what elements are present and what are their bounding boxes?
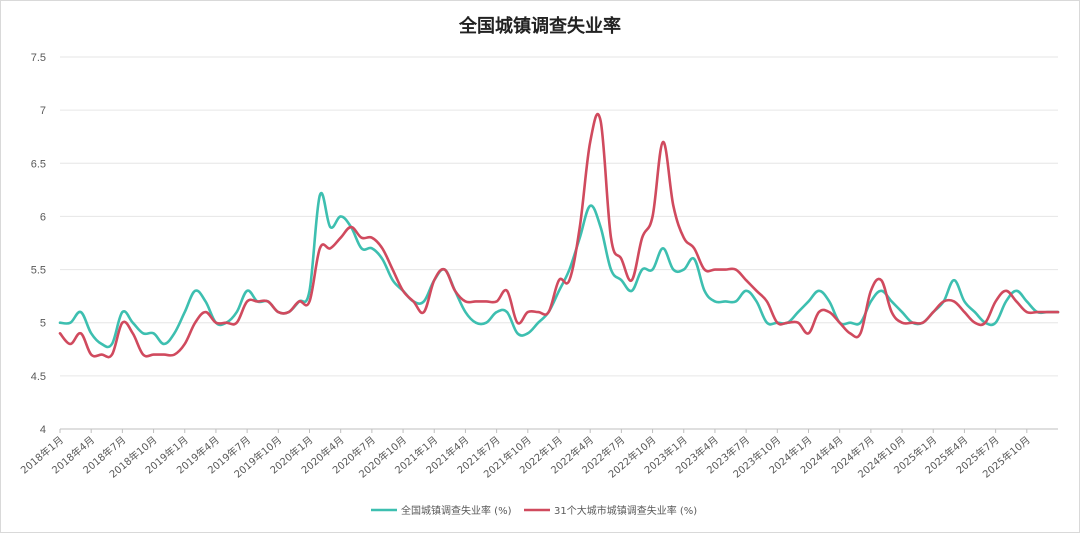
y-tick-label: 6 [40, 211, 46, 223]
legend-label-series-2: 31个大城市城镇调查失业率 (%) [554, 504, 697, 517]
y-tick-label: 4.5 [31, 371, 46, 383]
legend-label-series-1: 全国城镇调查失业率 (%) [401, 504, 512, 517]
y-tick-label: 6.5 [31, 158, 46, 170]
y-tick-label: 4 [40, 424, 46, 436]
legend: 全国城镇调查失业率 (%) 31个大城市城镇调查失业率 (%) [371, 504, 697, 517]
x-axis-ticks: 2018年1月2018年4月2018年7月2018年10月2019年1月2019… [18, 429, 1033, 481]
y-tick-label: 7 [40, 105, 46, 117]
y-tick-label: 5.5 [31, 265, 46, 277]
chart-title: 全国城镇调查失业率 [458, 15, 621, 37]
gridlines [60, 56, 1058, 430]
y-tick-label: 7.5 [31, 52, 46, 64]
series-lines [58, 112, 1060, 359]
series-line-2 [58, 112, 1060, 359]
y-axis-ticks: 4 4.5 5 5.5 6 6.5 7 7.5 [31, 52, 46, 436]
y-tick-label: 5 [40, 318, 46, 330]
